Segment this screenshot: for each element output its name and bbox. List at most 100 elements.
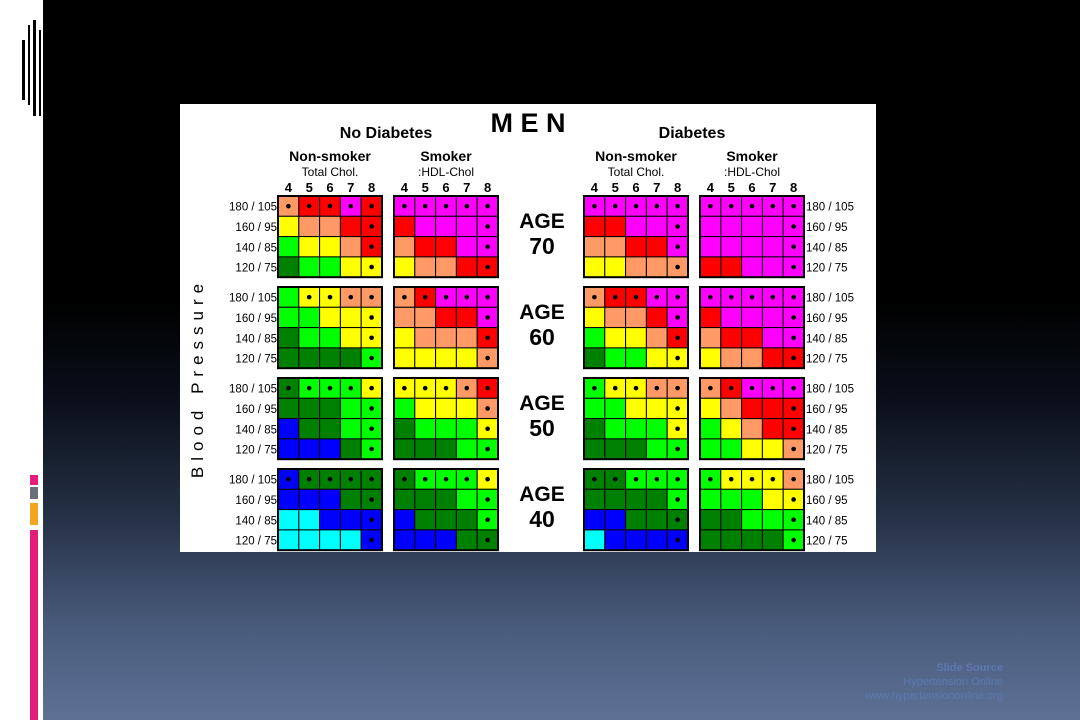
risk-cell-dot — [369, 203, 374, 209]
risk-cell — [720, 418, 743, 440]
row-label-left: 120 / 75 — [235, 354, 277, 366]
risk-cell — [319, 327, 341, 349]
risk-cell — [741, 327, 763, 349]
risk-cell — [583, 256, 606, 278]
age-word: AGE — [519, 392, 565, 415]
column-label: 4 — [285, 180, 293, 195]
risk-cell — [625, 397, 647, 420]
row-label-left: 160 / 95 — [235, 404, 277, 416]
risk-cell — [720, 488, 743, 511]
risk-cell-dot — [675, 476, 680, 482]
row-label-left: 160 / 95 — [235, 495, 277, 507]
risk-cell — [277, 529, 300, 551]
risk-cell-dot — [369, 537, 374, 543]
risk-cell-dot — [369, 224, 374, 229]
risk-cell — [414, 327, 437, 349]
risk-cell — [720, 509, 743, 531]
risk-cell — [414, 215, 437, 238]
risk-cell-dot — [443, 385, 449, 391]
accent-bar-gray — [30, 487, 38, 499]
risk-cell — [645, 236, 668, 258]
risk-cell-dot — [422, 385, 428, 391]
subgroup-sublabel: :HDL-Chol — [724, 165, 780, 179]
risk-cell — [455, 438, 478, 460]
risk-cell-dot — [791, 385, 796, 391]
risk-cell — [339, 306, 362, 329]
risk-cell-dot — [633, 203, 639, 209]
risk-cell-dot — [791, 244, 796, 250]
risk-cell — [604, 215, 627, 238]
risk-cell-dot — [708, 385, 713, 391]
column-label: 4 — [707, 180, 715, 195]
risk-cell-dot — [791, 294, 796, 300]
risk-cell — [339, 327, 362, 349]
risk-cell — [645, 215, 668, 238]
risk-cell-dot — [749, 476, 755, 482]
risk-cell — [414, 306, 437, 329]
risk-cell — [339, 418, 362, 440]
risk-cell — [339, 529, 362, 551]
risk-cell — [455, 256, 478, 278]
risk-cell — [625, 236, 647, 258]
risk-cell-dot — [791, 537, 796, 543]
column-label: 5 — [612, 180, 619, 195]
risk-cell — [720, 236, 743, 258]
risk-cell-dot — [675, 264, 680, 270]
risk-chart-svg: M E NNo Diabetes DiabetesNon-smokerTotal … — [188, 108, 854, 552]
risk-cell — [761, 306, 784, 329]
subgroup-sublabel: :HDL-Chol — [418, 165, 474, 179]
risk-cell — [277, 509, 300, 531]
risk-cell — [645, 256, 668, 278]
column-label: 7 — [653, 180, 660, 195]
risk-cell — [761, 256, 784, 278]
risk-cell-dot — [485, 426, 490, 432]
risk-cell-dot — [675, 497, 680, 502]
risk-cell — [583, 488, 606, 511]
risk-cell-dot — [708, 294, 713, 300]
panel-border — [277, 286, 383, 370]
risk-cell — [604, 306, 627, 329]
risk-cell — [761, 418, 784, 440]
row-label-left: 140 / 85 — [235, 242, 277, 254]
risk-cell-dot — [485, 224, 490, 229]
risk-cell — [645, 306, 668, 329]
risk-cell — [625, 327, 647, 349]
risk-cell-dot — [485, 385, 490, 391]
risk-cell-dot — [485, 537, 490, 543]
column-label: 8 — [368, 180, 375, 195]
risk-cell — [741, 215, 763, 238]
accent-bar-pink-long — [30, 530, 38, 720]
risk-cell-dot — [675, 355, 680, 361]
risk-cell — [393, 397, 416, 420]
risk-cell-dot — [485, 497, 490, 502]
risk-cell-dot — [675, 406, 680, 411]
risk-cell-dot — [402, 476, 407, 482]
risk-cell — [699, 418, 722, 440]
risk-cell — [583, 438, 606, 460]
risk-cell-dot — [791, 335, 796, 341]
risk-cell-dot — [612, 476, 618, 482]
risk-cell — [339, 509, 362, 531]
column-label: 5 — [422, 180, 429, 195]
risk-cell-dot — [286, 385, 291, 391]
risk-cell — [393, 327, 416, 349]
risk-cell-dot — [791, 497, 796, 502]
risk-cell — [645, 397, 668, 420]
risk-cell — [645, 509, 668, 531]
risk-cell-dot — [485, 315, 490, 320]
risk-cell — [414, 236, 437, 258]
risk-cell — [583, 418, 606, 440]
risk-cell — [393, 418, 416, 440]
risk-cell — [699, 215, 722, 238]
risk-cell — [298, 529, 321, 551]
risk-cell — [583, 347, 606, 369]
risk-cell — [741, 256, 763, 278]
risk-cell-dot — [728, 203, 734, 209]
risk-cell-dot — [654, 294, 660, 300]
risk-cell — [339, 236, 362, 258]
risk-cell-dot — [348, 203, 354, 209]
risk-cell — [319, 215, 341, 238]
risk-cell — [435, 236, 457, 258]
left-accent-strip — [0, 0, 43, 720]
row-label-left: 120 / 75 — [235, 263, 277, 275]
